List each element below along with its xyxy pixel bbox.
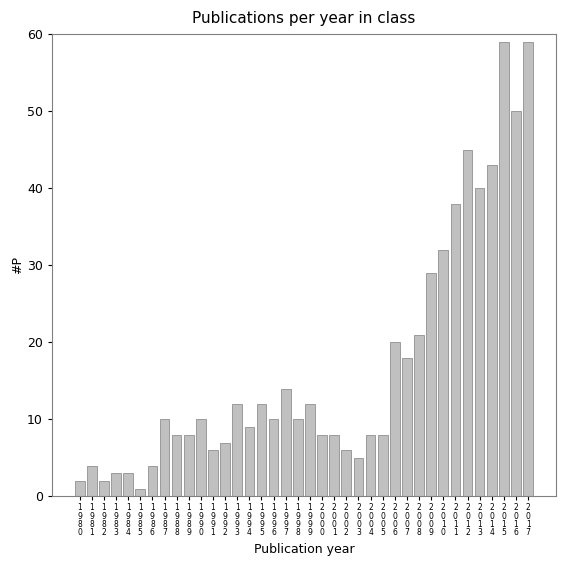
Bar <box>354 458 363 497</box>
Y-axis label: #P: #P <box>11 256 24 274</box>
Bar <box>511 111 521 497</box>
Bar <box>390 342 400 497</box>
Bar <box>499 42 509 497</box>
Bar <box>451 204 460 497</box>
Bar <box>281 388 290 497</box>
Bar <box>87 466 96 497</box>
Bar <box>269 420 278 497</box>
Bar <box>160 420 170 497</box>
Bar <box>329 435 339 497</box>
Bar <box>463 150 472 497</box>
Bar <box>378 435 387 497</box>
Bar <box>305 404 315 497</box>
Bar <box>317 435 327 497</box>
Bar <box>123 473 133 497</box>
Bar <box>220 443 230 497</box>
Bar <box>341 450 351 497</box>
Bar <box>414 335 424 497</box>
Bar <box>111 473 121 497</box>
Bar <box>147 466 157 497</box>
X-axis label: Publication year: Publication year <box>253 543 354 556</box>
Bar <box>523 42 533 497</box>
Bar <box>426 273 436 497</box>
Bar <box>487 165 497 497</box>
Bar <box>99 481 109 497</box>
Bar <box>244 427 254 497</box>
Bar <box>196 420 206 497</box>
Bar <box>208 450 218 497</box>
Bar <box>232 404 242 497</box>
Bar <box>172 435 181 497</box>
Bar <box>402 358 412 497</box>
Bar <box>366 435 375 497</box>
Title: Publications per year in class: Publications per year in class <box>192 11 416 26</box>
Bar <box>184 435 193 497</box>
Bar <box>438 250 448 497</box>
Bar <box>293 420 303 497</box>
Bar <box>75 481 84 497</box>
Bar <box>136 489 145 497</box>
Bar <box>475 188 484 497</box>
Bar <box>257 404 266 497</box>
